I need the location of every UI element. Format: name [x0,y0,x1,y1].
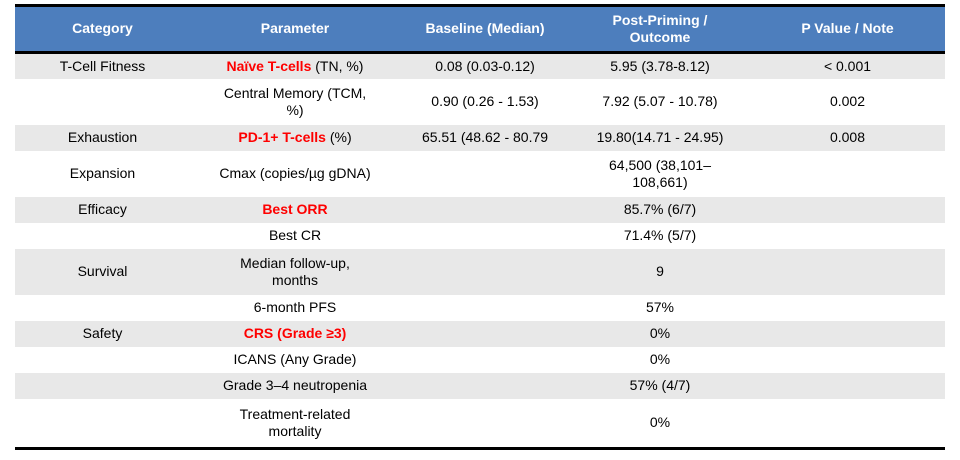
cell-outcome: 7.92 (5.07 - 10.78) [602,93,718,110]
cell-baseline [400,151,570,197]
cell-category: Efficacy [78,201,127,218]
cell-parameter: Median follow-up, months [190,249,400,295]
cell-baseline [400,197,570,223]
param-text: 6-month PFS [253,299,337,316]
cell-pvalue [750,321,945,347]
column-header-baseline: Baseline (Median) [400,5,570,54]
cell-category [15,347,190,373]
cell-pvalue [750,249,945,295]
table-row: Efficacy Best ORR 85.7% (6/7) [15,196,945,223]
cell-category: Expansion [69,165,136,182]
param-text: Treatment-related mortality [239,405,351,439]
cell-category: Safety [82,325,123,342]
cell-baseline [400,399,570,449]
table-row: Exhaustion PD-1+ T-cells (%) 65.51 (48.6… [15,124,945,151]
param-highlight: Naïve T-cells [226,57,312,74]
cell-pvalue [750,295,945,321]
cell-baseline [400,321,570,347]
cell-pvalue [750,399,945,449]
cell-outcome: 0% [649,325,671,342]
cell-outcome: 71.4% (5/7) [623,227,697,244]
table-row: Safety CRS (Grade ≥3) 0% [15,320,945,347]
column-header-category: Category [15,5,190,54]
cell-category: Exhaustion [67,129,138,146]
cell-outcome: 19.80(14.71 - 24.95) [596,129,724,146]
cell-baseline: 0.90 (0.26 - 1.53) [431,93,539,110]
header-row: Category Parameter Baseline (Median) Pos… [15,5,945,54]
cell-parameter: Grade 3–4 neutropenia [190,373,400,399]
cell-outcome: 57% [645,299,675,316]
param-text: (%) [325,129,352,146]
cell-pvalue [750,197,945,223]
cell-category: T-Cell Fitness [59,57,146,74]
param-text: Cmax (copies/µg gDNA) [219,165,371,182]
cell-category: Survival [77,263,128,280]
cell-parameter: ICANS (Any Grade) [190,347,400,373]
cell-pvalue [750,373,945,399]
cell-outcome: 9 [656,263,664,280]
cell-pvalue: < 0.001 [823,57,872,74]
table-row: Survival Median follow-up, months 9 [15,248,945,295]
cell-pvalue: 0.008 [829,129,866,146]
table-row: T-Cell Fitness Naïve T-cells (TN, %) 0.0… [15,52,945,79]
cell-baseline [400,347,570,373]
cell-baseline [400,373,570,399]
cell-category [15,373,190,399]
cell-parameter: CRS (Grade ≥3) [190,321,400,347]
table-header: Category Parameter Baseline (Median) Pos… [15,5,945,54]
table-row: 6-month PFS 57% [15,294,945,321]
table-body: T-Cell Fitness Naïve T-cells (TN, %) 0.0… [15,52,945,449]
cell-category [15,399,190,449]
cell-category [15,79,190,125]
table-row: Treatment-related mortality 0% [15,398,945,449]
cell-parameter: Central Memory (TCM, %) [190,79,400,125]
cell-outcome: 0% [649,414,671,431]
cell-baseline: 0.08 (0.03-0.12) [435,57,535,74]
column-header-post-priming-outcome: Post-Priming / Outcome [570,5,750,54]
table-row: Expansion Cmax (copies/µg gDNA) 64,500 (… [15,150,945,197]
param-text: Central Memory (TCM, %) [223,84,367,118]
cell-outcome: 57% (4/7) [629,377,691,394]
param-text: Median follow-up, months [240,254,350,288]
cell-baseline: 65.51 (48.62 - 80.79 [421,129,549,146]
param-text: Grade 3–4 neutropenia [223,377,367,394]
table-row: Grade 3–4 neutropenia 57% (4/7) [15,372,945,399]
cell-baseline [400,223,570,249]
cell-pvalue: 0.002 [829,93,866,110]
cell-parameter: Naïve T-cells (TN, %) [190,53,400,79]
param-highlight: PD-1+ T-cells [238,129,326,146]
cell-parameter: PD-1+ T-cells (%) [190,125,400,151]
cell-parameter: Best ORR [190,197,400,223]
param-text: ICANS (Any Grade) [233,351,357,368]
cell-parameter: 6-month PFS [190,295,400,321]
cell-category [15,223,190,249]
param-text: Best CR [268,227,322,244]
cell-parameter: Treatment-related mortality [190,399,400,449]
param-highlight: CRS (Grade ≥3) [243,325,347,342]
table-row: ICANS (Any Grade) 0% [15,346,945,373]
clinical-summary-table: Category Parameter Baseline (Median) Pos… [15,4,945,450]
column-header-parameter: Parameter [190,5,400,54]
cell-baseline [400,295,570,321]
cell-outcome: 64,500 (38,101– 108,661) [609,156,711,190]
param-text: (TN, %) [311,57,364,74]
cell-parameter: Cmax (copies/µg gDNA) [190,151,400,197]
cell-category [15,295,190,321]
cell-pvalue [750,223,945,249]
column-header-p-value-note: P Value / Note [750,5,945,54]
cell-outcome: 85.7% (6/7) [623,201,697,218]
table-row: Best CR 71.4% (5/7) [15,222,945,249]
cell-baseline [400,249,570,295]
cell-parameter: Best CR [190,223,400,249]
cell-pvalue [750,347,945,373]
table-row: Central Memory (TCM, %) 0.90 (0.26 - 1.5… [15,78,945,125]
param-highlight: Best ORR [262,201,328,218]
cell-pvalue [750,151,945,197]
cell-outcome: 5.95 (3.78-8.12) [610,57,710,74]
cell-outcome: 0% [649,351,671,368]
